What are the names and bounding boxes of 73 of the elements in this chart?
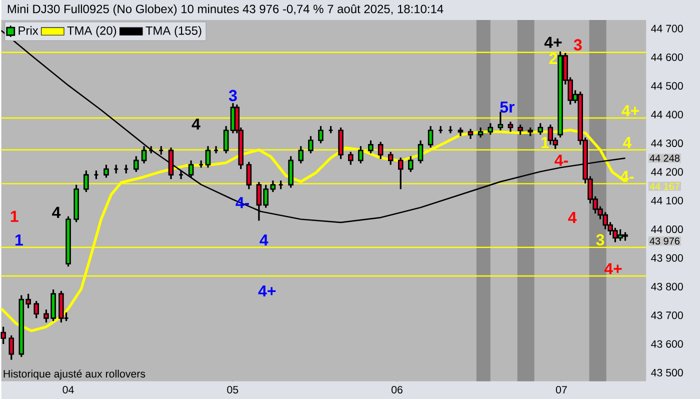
annotation: 4 xyxy=(568,212,577,223)
candlestick xyxy=(84,170,89,193)
candlestick xyxy=(205,145,211,168)
annotation: 2 xyxy=(549,52,558,64)
candlestick xyxy=(518,124,523,136)
y-tick-label: 44 500 xyxy=(651,82,683,90)
y-tick-label: 44 600 xyxy=(651,53,683,61)
x-tick-label: 04 xyxy=(62,386,74,394)
candlestick xyxy=(8,334,14,360)
candlestick xyxy=(398,156,404,190)
candlestick xyxy=(368,139,374,154)
annotation: 43 976 xyxy=(650,237,680,244)
candlestick xyxy=(538,122,544,136)
candlestick xyxy=(270,180,276,193)
annotation: Historique ajusté aux rollovers xyxy=(4,370,146,380)
annotation: 3 xyxy=(574,39,582,50)
y-tick-label: 43 900 xyxy=(651,254,683,262)
annotation: 44 167 xyxy=(650,182,680,190)
candlestick xyxy=(418,139,424,164)
annotation: 4 xyxy=(52,206,61,218)
annotation: 4- xyxy=(554,154,568,166)
annotation: 4 xyxy=(192,118,200,130)
annotation: 1 xyxy=(542,136,549,148)
chart-title: Mini DJ30 Full0925 (No Globex) 10 minutes 43 976 -0,74 % 7 août 2025, 18:10:14 xyxy=(8,4,444,16)
x-tick-label: 05 xyxy=(227,386,238,394)
candlestick xyxy=(318,125,324,144)
y-tick-label: 44 700 xyxy=(651,24,683,32)
y-tick-label: 43 500 xyxy=(651,368,683,376)
y-tick-label: 44 100 xyxy=(651,196,683,204)
legend-label: Prix xyxy=(18,26,38,35)
y-tick-label: 44 000 xyxy=(651,225,683,233)
candlestick xyxy=(34,300,39,319)
candlestick xyxy=(488,122,494,136)
candlestick xyxy=(508,120,514,132)
candlestick xyxy=(134,155,139,173)
candlestick xyxy=(428,125,434,148)
legend-label: TMA (155) xyxy=(146,26,202,38)
x-tick-label: 07 xyxy=(556,386,567,394)
candlestick xyxy=(188,160,194,178)
candlestick xyxy=(348,150,354,166)
x-tick-label: 06 xyxy=(392,386,402,394)
legend-label: TMA (20) xyxy=(67,26,116,38)
candlestick xyxy=(246,160,252,190)
annotation: 44 248 xyxy=(650,154,680,162)
candlestick xyxy=(408,155,414,173)
candlestick xyxy=(468,128,474,140)
annotation: 1 xyxy=(15,234,23,246)
annotation: 5r xyxy=(500,101,514,113)
y-tick-label: 44 200 xyxy=(651,168,683,176)
annotation: 4+ xyxy=(622,105,639,116)
y-tick-label: 43 800 xyxy=(651,282,683,290)
annotation: 4+ xyxy=(604,263,622,274)
annotation: 4 xyxy=(623,136,632,148)
y-tick-label: 44 300 xyxy=(651,139,683,147)
candlestick xyxy=(298,145,304,164)
candlestick xyxy=(0,326,6,345)
candlestick xyxy=(223,125,229,154)
candlestick xyxy=(358,145,364,164)
annotation: 4+ xyxy=(544,36,562,48)
y-tick-label: 43 700 xyxy=(651,311,683,319)
y-tick-label: 43 600 xyxy=(651,340,683,348)
candlestick xyxy=(141,145,147,164)
annotation: 4 xyxy=(260,234,268,246)
candlestick xyxy=(378,140,384,160)
candlestick xyxy=(104,164,109,178)
y-tick-label: 44 400 xyxy=(651,110,683,118)
candlestick xyxy=(308,135,314,154)
candlestick xyxy=(478,126,484,138)
annotation: 3 xyxy=(596,234,604,246)
candlestick xyxy=(388,150,394,166)
annotation: 1 xyxy=(10,210,18,222)
annotation: 4+ xyxy=(258,285,276,296)
annotation: 3 xyxy=(228,90,237,102)
